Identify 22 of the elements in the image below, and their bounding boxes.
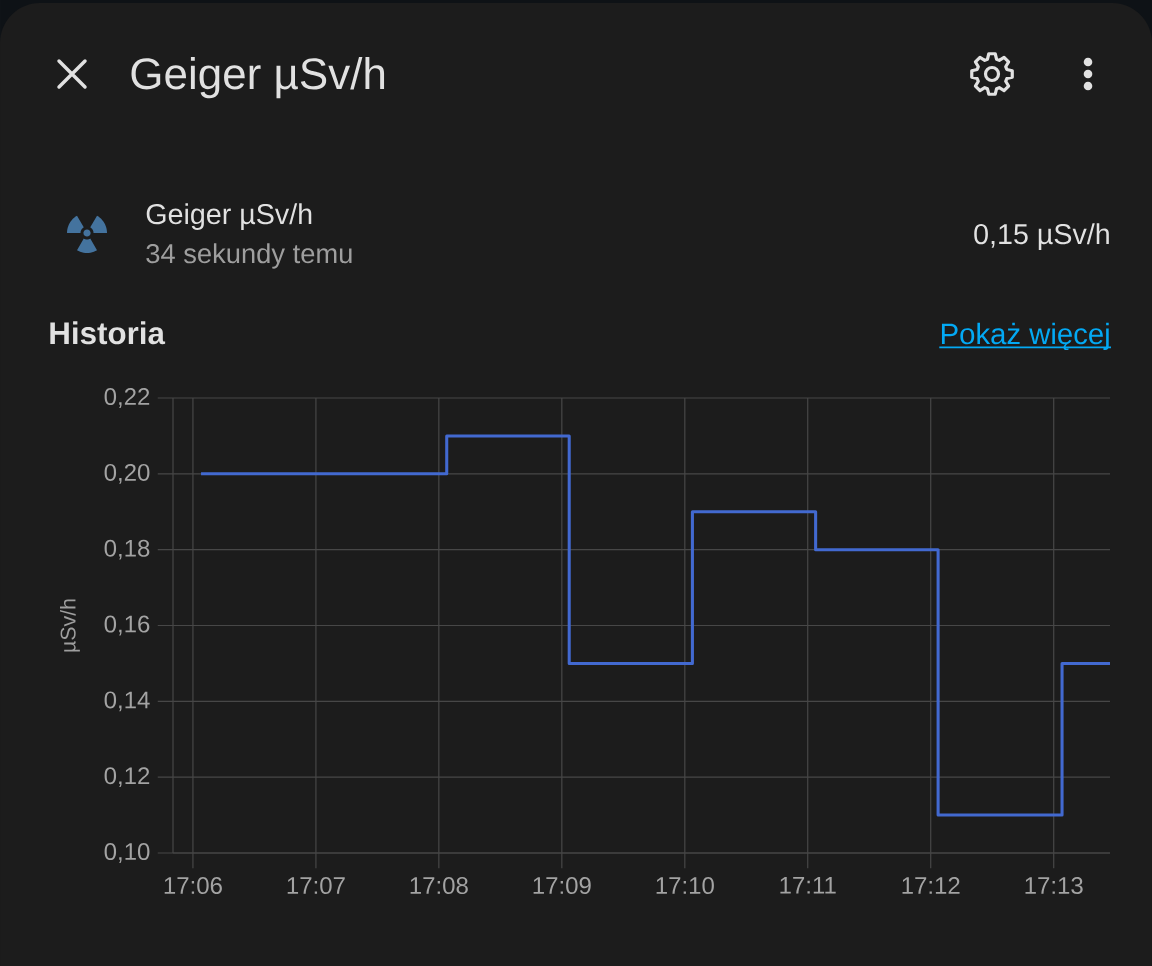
y-tick-label: 0,22 [104, 388, 150, 408]
y-axis-title: µSv/h [60, 599, 80, 652]
text: Historia [50, 321, 166, 345]
x-tick-label: 17:10 [656, 877, 714, 895]
x-tick-label: 17:11 [780, 877, 836, 894]
y-tick-label: 0,10 [104, 843, 150, 863]
y-tick-label: 0,16 [104, 615, 150, 636]
x-tick-label: 17:12 [902, 877, 960, 894]
text: Pokaż więcej [941, 322, 1109, 351]
text: 0,15 µSv/h [974, 223, 1109, 250]
chart-title: Geiger µSv/h [131, 57, 385, 99]
text: Geiger µSv/h [146, 203, 312, 230]
y-tick-label: 0,14 [104, 691, 150, 712]
x-tick-label: 17:06 [164, 877, 222, 895]
y-tick-label: 0,18 [104, 539, 150, 560]
x-tick-label: 17:08 [410, 877, 468, 895]
x-tick-label: 17:09 [533, 877, 591, 895]
x-tick-label: 17:13 [1025, 877, 1083, 895]
y-tick-label: 0,20 [104, 463, 150, 484]
x-tick-label: 17:07 [287, 877, 345, 895]
y-tick-label: 0,12 [104, 767, 150, 788]
text: 34 sekundy temu [146, 243, 352, 269]
